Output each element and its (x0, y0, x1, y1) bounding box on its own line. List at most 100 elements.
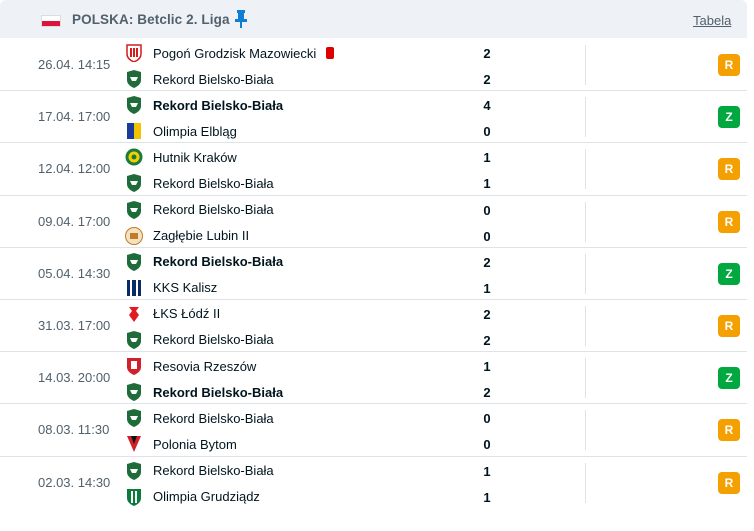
away-score: 1 (483, 489, 491, 505)
home-team: Hutnik Kraków (125, 146, 237, 168)
match-list: 26.04. 14:15 Pogoń Grodzisk Mazowiecki Rek… (0, 39, 747, 509)
away-score: 1 (483, 280, 491, 296)
zaglebie-crest-icon (125, 226, 143, 245)
column-divider (585, 149, 586, 190)
away-team: Rekord Bielsko-Biała (125, 172, 274, 194)
away-team: Rekord Bielsko-Biała (125, 68, 274, 90)
pogon-crest-icon (125, 44, 143, 62)
match-row[interactable]: 26.04. 14:15 Pogoń Grodzisk Mazowiecki Rek… (0, 39, 747, 92)
rekord-crest-icon (125, 96, 143, 115)
home-team-name: Hutnik Kraków (153, 149, 237, 165)
away-score: 0 (483, 228, 491, 244)
match-date: 26.04. 14:15 (38, 57, 111, 72)
match-date: 31.03. 17:00 (38, 317, 111, 333)
home-score: 0 (483, 411, 491, 427)
home-team: Rekord Bielsko-Biała (125, 94, 283, 116)
away-team-name: Olimpia Elbląg (153, 123, 237, 139)
home-score: 0 (483, 202, 491, 218)
home-team: Rekord Bielsko-Biała (125, 407, 274, 429)
match-date: 14.03. 20:00 (38, 370, 111, 386)
home-team: Pogoń Grodzisk Mazowiecki (125, 42, 335, 64)
home-score: 1 (483, 359, 491, 375)
away-team-name: Olimpia Grudziądz (153, 489, 260, 504)
resovia-crest-icon (125, 357, 143, 376)
home-score: 2 (483, 306, 491, 322)
home-score: 1 (483, 150, 491, 166)
match-date: 17.04. 17:00 (38, 109, 111, 125)
match-date: 12.04. 12:00 (38, 161, 111, 177)
rekord-crest-icon (125, 461, 143, 480)
table-link[interactable]: Tabela (693, 13, 732, 28)
match-row[interactable]: 14.03. 20:00 Resovia Rzeszów Rekord Bielsk… (0, 352, 747, 405)
olimpia-elblag-crest-icon (125, 122, 143, 140)
match-row[interactable]: 02.03. 14:30 Rekord Bielsko-Biała Olimpia … (0, 457, 747, 509)
away-score: 0 (483, 437, 491, 453)
column-divider (585, 462, 586, 503)
home-team-name: Resovia Rzeszów (153, 358, 257, 374)
result-badge[interactable]: Z (718, 367, 740, 390)
column-divider (585, 97, 586, 138)
lks-crest-icon (125, 305, 143, 323)
result-badge[interactable]: Z (718, 262, 740, 285)
away-team: Olimpia Elbląg (125, 120, 237, 142)
result-badge[interactable]: R (718, 54, 740, 76)
away-team: Rekord Bielsko-Biała (125, 381, 283, 403)
result-badge[interactable]: Z (718, 106, 740, 129)
away-team-name: Polonia Bytom (153, 436, 237, 452)
away-team: Rekord Bielsko-Biała (125, 329, 274, 351)
column-divider (585, 253, 586, 294)
home-team: Resovia Rzeszów (125, 355, 256, 377)
olimpia-grudziadz-crest-icon (125, 488, 143, 506)
match-row[interactable]: 31.03. 17:00 ŁKS Łódź II Rekord Bielsko-Bi… (0, 300, 747, 353)
rekord-crest-icon (125, 383, 143, 402)
away-team-name: Rekord Bielsko-Biała (153, 384, 284, 400)
away-score: 1 (483, 176, 491, 192)
rekord-crest-icon (125, 200, 143, 219)
away-team-name: Rekord Bielsko-Biała (153, 175, 274, 191)
red-card-icon (326, 47, 335, 59)
league-header: POLSKA: Betclic 2. Liga Tabela (0, 0, 747, 38)
pin-icon[interactable] (234, 9, 248, 29)
home-team: ŁKS Łódź II (125, 303, 220, 325)
home-team-name: Rekord Bielsko-Biała (153, 463, 274, 478)
column-divider (585, 410, 586, 451)
away-team-name: KKS Kalisz (153, 280, 218, 296)
home-team: Rekord Bielsko-Biała (125, 251, 283, 273)
away-team-name: Rekord Bielsko-Biała (153, 71, 274, 87)
home-team-name: Rekord Bielsko-Biała (153, 202, 274, 218)
match-date: 09.04. 17:00 (38, 213, 111, 229)
polonia-crest-icon (125, 435, 143, 453)
rekord-crest-icon (125, 330, 143, 349)
column-divider (585, 305, 586, 346)
away-score: 0 (483, 124, 491, 140)
result-badge[interactable]: R (718, 314, 740, 337)
match-row[interactable]: 12.04. 12:00 Hutnik Kraków Rekord Bielsko-… (0, 143, 747, 196)
home-score: 2 (483, 254, 491, 270)
home-score: 2 (483, 46, 491, 61)
result-badge[interactable]: R (718, 471, 740, 494)
hutnik-crest-icon (125, 148, 143, 166)
match-row[interactable]: 17.04. 17:00 Rekord Bielsko-Biała Olimpia … (0, 91, 747, 144)
match-row[interactable]: 09.04. 17:00 Rekord Bielsko-Biała Zagłębie… (0, 196, 747, 248)
match-row[interactable]: 08.03. 11:30 Rekord Bielsko-Biała Polonia … (0, 404, 747, 457)
home-score: 4 (483, 98, 491, 114)
away-team: Zagłębie Lubin II (125, 225, 249, 247)
result-badge[interactable]: R (718, 210, 740, 233)
home-team-name: Rekord Bielsko-Biała (153, 254, 284, 270)
match-date: 05.04. 14:30 (38, 265, 111, 281)
home-team-name: Rekord Bielsko-Biała (153, 97, 284, 113)
home-score: 1 (483, 463, 491, 479)
away-team: Polonia Bytom (125, 433, 237, 455)
result-badge[interactable]: R (718, 419, 740, 442)
away-team: KKS Kalisz (125, 277, 217, 299)
league-title[interactable]: POLSKA: Betclic 2. Liga (72, 12, 230, 27)
rekord-crest-icon (125, 409, 143, 428)
result-badge[interactable]: R (718, 158, 740, 181)
column-divider (585, 201, 586, 242)
match-date: 02.03. 14:30 (38, 474, 111, 490)
column-divider (585, 358, 586, 399)
home-team-name: Rekord Bielsko-Biała (153, 410, 274, 426)
match-row[interactable]: 05.04. 14:30 Rekord Bielsko-Biała KKS Kali… (0, 248, 747, 300)
away-score: 2 (483, 72, 491, 87)
away-team-name: Zagłębie Lubin II (153, 228, 250, 244)
